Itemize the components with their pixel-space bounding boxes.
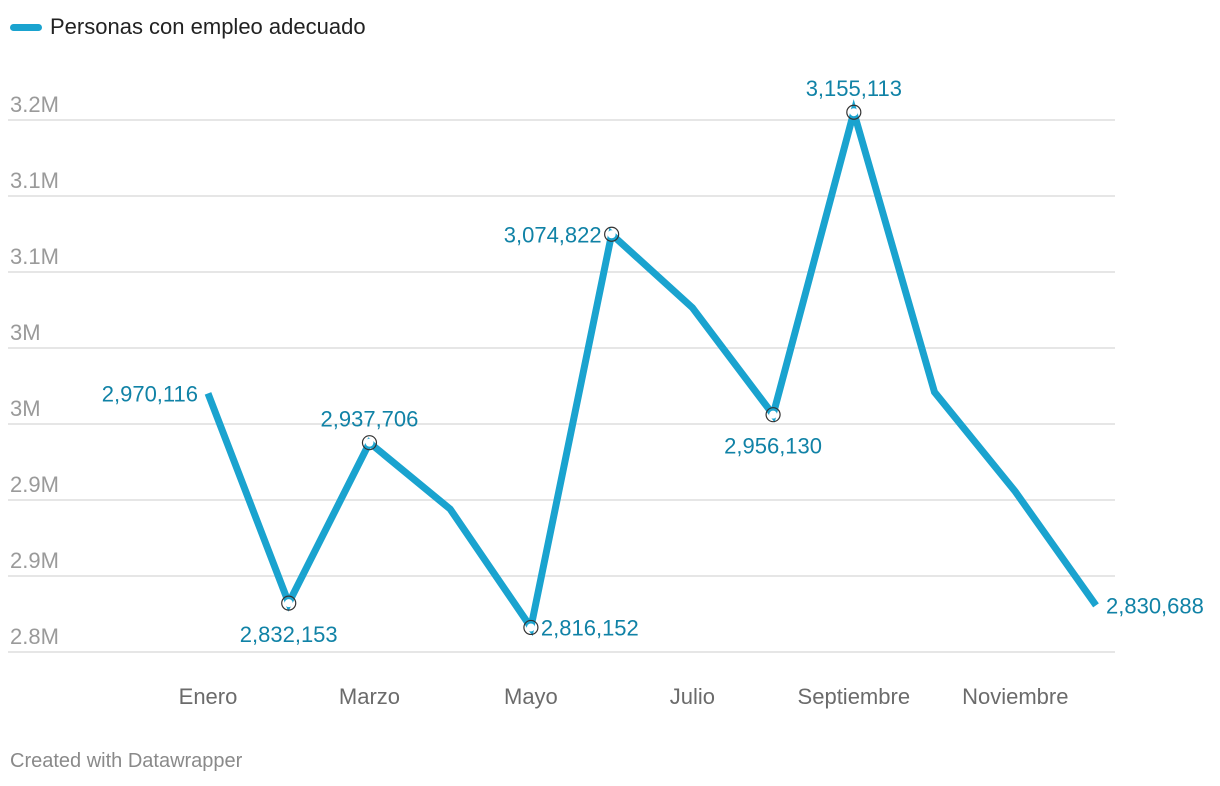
data-label: 2,970,116 — [102, 381, 198, 406]
y-tick-label: 2.9M — [10, 548, 59, 573]
marker-group — [281, 104, 862, 636]
data-point-marker — [523, 619, 539, 636]
x-tick-label: Mayo — [504, 684, 558, 709]
data-label: 3,074,822 — [504, 222, 602, 247]
data-label-group: 2,970,116 2,832,153 2,937,706 2,816,152 3,07… — [102, 76, 1204, 647]
y-tick-label: 2.9M — [10, 472, 59, 497]
data-point-marker — [361, 435, 378, 451]
y-tick-label: 2.8M — [10, 624, 59, 649]
data-label: 2,832,153 — [240, 622, 338, 647]
legend-label: Personas con empleo adecuado — [50, 14, 366, 39]
x-tick-label: Septiembre — [798, 684, 911, 709]
data-label: 3,155,113 — [806, 76, 902, 101]
data-label: 2,816,152 — [541, 615, 639, 640]
data-label: 2,956,130 — [724, 434, 822, 459]
data-point-marker-inner — [526, 623, 535, 632]
data-point-marker-inner — [769, 410, 778, 419]
x-tick-label: Enero — [179, 684, 238, 709]
y-tick-label: 3M — [10, 396, 41, 421]
y-tick-label: 3.1M — [10, 244, 59, 269]
data-point-marker — [765, 407, 781, 423]
data-point-marker — [846, 104, 862, 120]
data-point-marker-inner — [607, 230, 616, 239]
y-tick-label: 3.1M — [10, 168, 59, 193]
data-point-marker-inner — [365, 438, 374, 447]
data-label: 2,830,688 — [1106, 593, 1204, 618]
data-point-marker-inner — [284, 599, 293, 608]
x-tick-label: Noviembre — [962, 684, 1068, 709]
x-tick-label: Marzo — [339, 684, 400, 709]
data-label: 2,937,706 — [321, 407, 419, 432]
series-group — [204, 99, 1099, 637]
series-line — [204, 99, 1099, 637]
credit-text: Created with Datawrapper — [10, 750, 243, 772]
data-point-marker — [604, 226, 620, 242]
legend-swatch — [10, 23, 42, 31]
x-tick-label: Julio — [670, 684, 715, 709]
y-tick-label: 3.2M — [10, 92, 59, 117]
legend: Personas con empleo adecuado — [10, 14, 366, 40]
data-point-marker — [281, 595, 297, 611]
x-axis-ticks: Enero Marzo Mayo Julio Septiembre Noviembre — [179, 684, 1069, 709]
y-tick-label: 3M — [10, 320, 41, 345]
grid-lines — [8, 119, 1115, 653]
data-point-marker-inner — [849, 108, 858, 117]
y-axis-ticks: 2.8M 2.9M 2.9M 3M 3M 3.1M 3.1M 3.2M — [10, 92, 59, 649]
